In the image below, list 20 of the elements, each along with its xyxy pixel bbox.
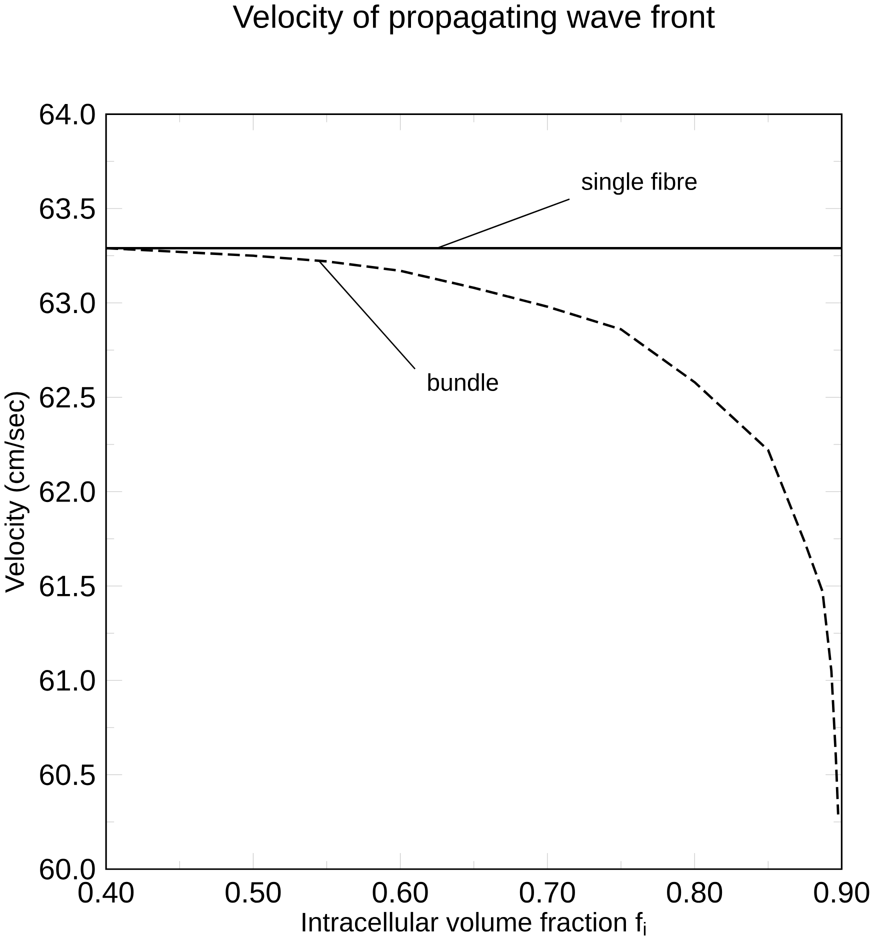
x-tick-label: 0.80 [667,882,722,903]
y-tick-label: 62.0 [40,481,95,502]
x-tick-label: 0.70 [520,882,576,903]
y-tick-label: 64.0 [40,104,95,125]
y-tick-label: 63.0 [40,292,95,314]
y-tick-label: 61.0 [40,670,95,691]
y-tick-label: 60.5 [40,764,95,786]
x-tick-label: 0.40 [78,882,134,903]
y-tick-label: 60.0 [40,858,95,880]
x-tick-label: 0.60 [372,882,428,903]
y-axis-title: Velocity (cm/sec) [4,392,30,593]
annotation: bundle [428,373,498,391]
chart-title: Velocity of propagating wave front [232,4,715,34]
x-axis-title: Intracellular volume fraction f$_{i}$ [302,912,646,936]
annotation: single fibre [582,172,697,195]
y-tick-label: 62.5 [40,386,95,408]
y-tick-label: 63.5 [40,198,95,219]
x-tick-label: 0.50 [226,882,281,903]
x-tick-label: 0.90 [814,882,870,903]
y-tick-label: 61.5 [40,576,95,596]
